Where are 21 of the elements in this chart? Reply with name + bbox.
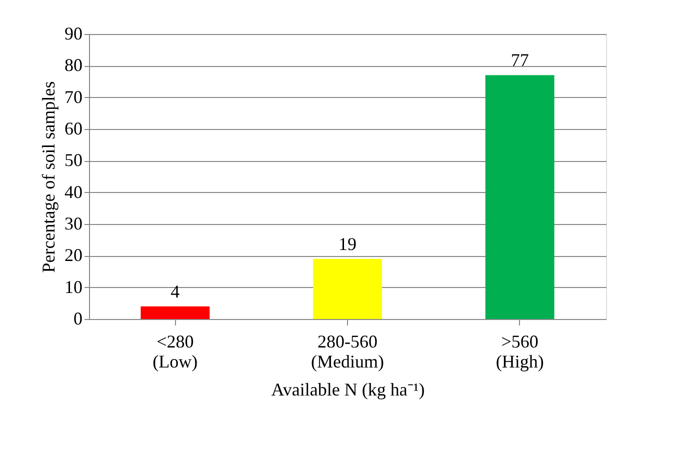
bar [313, 258, 382, 319]
x-tick-label: <280 (Low) [152, 332, 198, 372]
y-tick-label: 60 [64, 118, 82, 138]
bar [140, 306, 210, 319]
y-axis-title: Percentage of soil samples [38, 81, 58, 273]
y-tick-label: 20 [64, 245, 82, 266]
y-tick-label: 50 [64, 150, 82, 170]
y-tick-label: 40 [64, 182, 82, 202]
bar [485, 75, 554, 319]
y-tick-label: 30 [64, 214, 82, 234]
x-tick-label: >560 (High) [496, 332, 544, 372]
y-tick-label: 70 [64, 86, 82, 107]
data-label: 77 [510, 50, 529, 70]
y-tick-label: 80 [64, 55, 82, 76]
data-label: 19 [338, 234, 356, 254]
data-label: 4 [170, 281, 180, 302]
y-tick-label: 90 [64, 24, 82, 44]
y-tick-label: 10 [64, 276, 82, 297]
x-tick-label: 280-560 (Medium) [311, 332, 384, 372]
x-axis-title: Available N (kg ha⁻¹) [271, 380, 425, 400]
y-tick-label: 0 [74, 308, 82, 328]
